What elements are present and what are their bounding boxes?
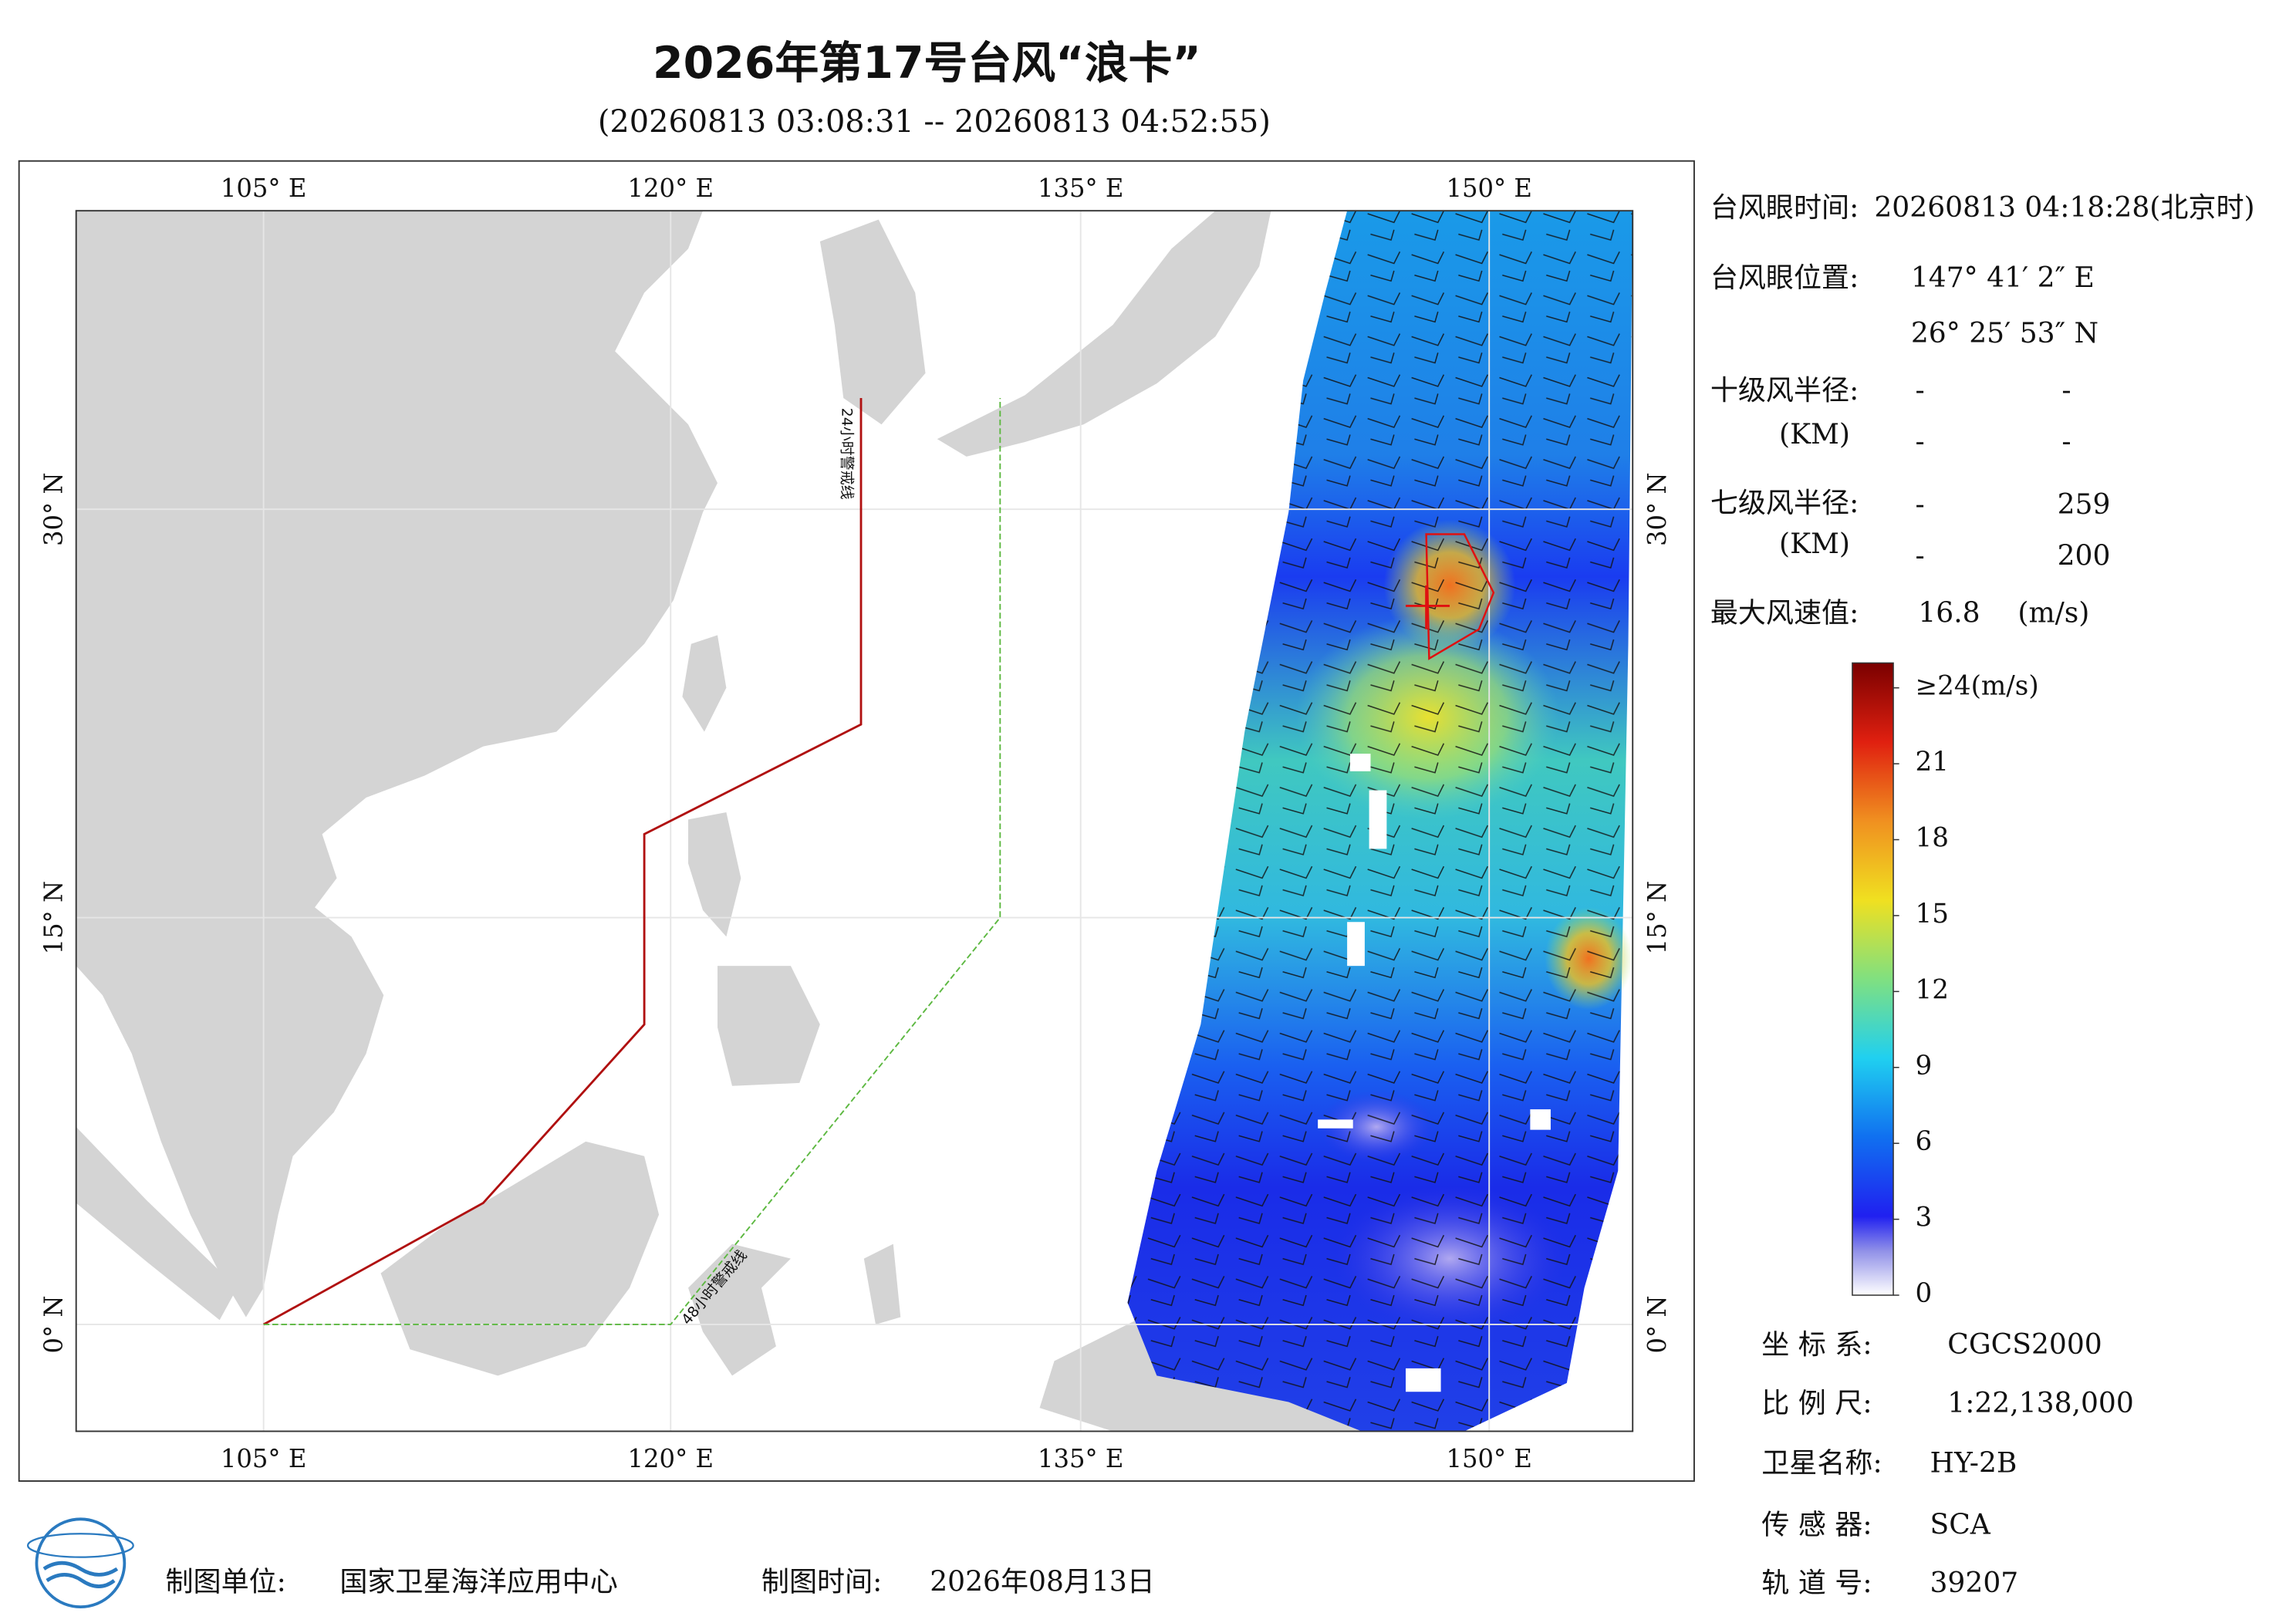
typhoon-sector [1425, 533, 1495, 660]
lat-label: 0° N [39, 1295, 69, 1353]
scale: 1:22,138,000 [1947, 1387, 2134, 1419]
lat-label: 30° N [1643, 472, 1672, 546]
meta-panel: 坐 标 系: CGCS2000 比 例 尺: 1:22,138,000 卫星名称… [1761, 1328, 2134, 1599]
radius-value: - [1916, 425, 1925, 457]
colorbar-tick-label: 0 [1916, 1278, 1933, 1309]
colorbar-tick-label: 12 [1916, 974, 1949, 1005]
radius-value: 259 [2058, 488, 2111, 521]
eye-time-label: 台风眼时间: [1710, 191, 1859, 224]
map [76, 211, 1633, 1432]
eye-lon: 147° 41′ 2″ E [1911, 262, 2095, 294]
time-label: 制图时间: [761, 1565, 882, 1598]
eye-time: 20260813 04:18:28(北京时) [1874, 191, 2254, 224]
radius-7-label: 七级风半径: [1710, 487, 1859, 519]
radius-7-unit: (KM) [1779, 528, 1850, 560]
colorbar-tick-label: 21 [1916, 747, 1949, 778]
map-border [75, 210, 1634, 1432]
logo [26, 1517, 134, 1609]
colorbar-tick-label: 3 [1916, 1203, 1933, 1233]
footer: 制图单位: 国家卫星海洋应用中心 制图时间: 2026年08月13日 [165, 1565, 1154, 1598]
producer: 国家卫星海洋应用中心 [339, 1565, 618, 1598]
colorbar-tick-label: 6 [1916, 1126, 1933, 1157]
radius-value: - [1916, 539, 1925, 572]
info-panel: 台风眼时间: 20260813 04:18:28(北京时) 台风眼位置: 147… [1710, 191, 2255, 629]
colorbar-tick-label: 18 [1916, 823, 1949, 854]
colorbar-ticks: 0 3 6 9 12 15 18 21 ≥24(m/s) [1893, 671, 2039, 1309]
lon-label: 105° E [221, 1444, 307, 1473]
warning-24h-label: 24小时警戒线 [839, 408, 856, 500]
eye-position-label: 台风眼位置: [1710, 262, 1859, 294]
eye-lat: 26° 25′ 53″ N [1911, 317, 2098, 349]
sensor-label: 传 感 器: [1761, 1508, 1872, 1540]
max-wind-value: 16.8 [1918, 596, 1980, 629]
subtitle: (20260813 03:08:31 -- 20260813 04:52:55) [598, 104, 1271, 140]
lon-label: 120° E [628, 174, 714, 203]
lat-label: 0° N [1643, 1295, 1672, 1353]
orbit: 39207 [1930, 1567, 2019, 1599]
radius-value: 200 [2058, 539, 2111, 572]
lon-label: 135° E [1038, 174, 1124, 203]
scale-label: 比 例 尺: [1761, 1387, 1872, 1419]
colorbar-tick-label: ≥24(m/s) [1916, 671, 2039, 702]
lon-label: 135° E [1038, 1444, 1124, 1473]
satellite-label: 卫星名称: [1761, 1447, 1882, 1480]
crs-label: 坐 标 系: [1761, 1328, 1872, 1361]
orbit-label: 轨 道 号: [1761, 1567, 1872, 1599]
lon-label: 150° E [1446, 1444, 1532, 1473]
satellite: HY-2B [1930, 1447, 2017, 1480]
radius-value: - [2061, 374, 2071, 407]
time: 2026年08月13日 [930, 1565, 1155, 1598]
radius-value: - [2061, 425, 2071, 457]
warning-line-24h [262, 398, 863, 1326]
colorbar-tick-label: 15 [1916, 899, 1949, 930]
colorbar-tick-label: 9 [1916, 1051, 1933, 1081]
lat-label: 30° N [39, 472, 69, 546]
lon-label: 105° E [221, 174, 307, 203]
lon-label: 150° E [1446, 174, 1532, 203]
lat-label: 15° N [39, 881, 69, 955]
lon-label: 120° E [628, 1444, 714, 1473]
colorbar [1852, 662, 1894, 1296]
radius-value: - [1916, 488, 1925, 521]
sensor: SCA [1930, 1508, 1991, 1540]
typhoon-eye [1406, 585, 1450, 629]
warning-line-48h [263, 398, 1001, 1325]
radius-value: - [1916, 374, 1925, 407]
radius-10-unit: (KM) [1779, 418, 1850, 450]
map-frame [18, 160, 1695, 1482]
crs: CGCS2000 [1947, 1328, 2102, 1361]
max-wind-unit: (m/s) [2017, 596, 2089, 629]
radius-10-label: 十级风半径: [1710, 374, 1859, 407]
graticule-labels: 105° E 105° E 120° E 120° E 135° E 135° E 150°… [39, 174, 1672, 1473]
producer-label: 制图单位: [165, 1565, 285, 1598]
lat-label: 15° N [1643, 881, 1672, 955]
title: 2026年第17号台风“浪卡” [653, 38, 1201, 89]
max-wind-label: 最大风速值: [1710, 596, 1859, 629]
